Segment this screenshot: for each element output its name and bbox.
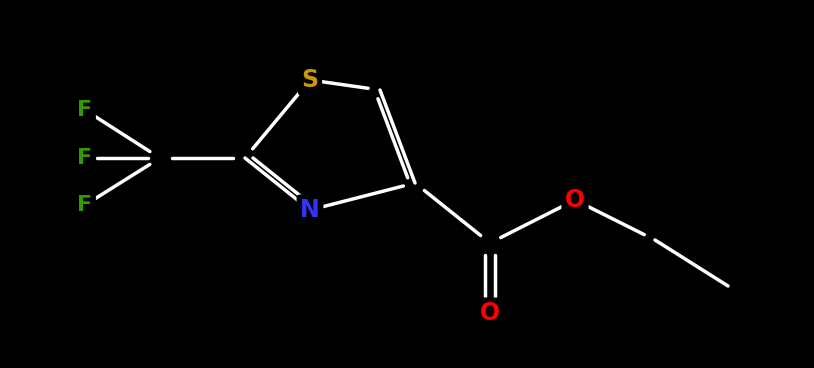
Text: O: O <box>480 301 500 325</box>
Text: O: O <box>565 188 585 212</box>
Text: F: F <box>77 148 93 168</box>
Text: F: F <box>77 100 93 120</box>
Text: F: F <box>77 195 93 215</box>
Text: N: N <box>300 198 320 222</box>
Text: S: S <box>301 68 318 92</box>
